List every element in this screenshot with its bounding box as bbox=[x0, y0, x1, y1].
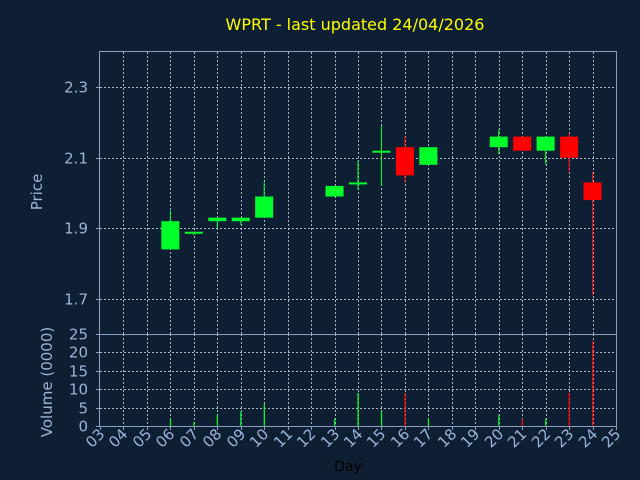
volume-bar bbox=[240, 411, 242, 426]
candle-body bbox=[325, 185, 344, 197]
volume-tick-label: 5 bbox=[78, 400, 88, 418]
volume-tick-label: 25 bbox=[69, 326, 88, 344]
candle-body bbox=[161, 221, 180, 250]
price-tick-label: 1.9 bbox=[64, 220, 88, 238]
price-y-ticks: 1.7 1.9 2.1 2.3 bbox=[64, 79, 100, 309]
candle-body bbox=[231, 217, 250, 222]
candle bbox=[560, 133, 579, 172]
volume-axis-label: Volume (0000) bbox=[38, 327, 56, 437]
volume-tick-label: 0 bbox=[78, 418, 88, 436]
candle bbox=[349, 161, 367, 190]
price-axis-label: Price bbox=[28, 174, 46, 211]
candles bbox=[161, 126, 602, 296]
volume-bar bbox=[427, 418, 430, 426]
volume-tick-label: 10 bbox=[69, 381, 88, 399]
volume-bar bbox=[545, 418, 547, 426]
price-tick-label: 2.1 bbox=[64, 150, 88, 168]
candle-body bbox=[419, 147, 438, 165]
price-panel: 1.7 1.9 2.1 2.3 Price bbox=[28, 51, 617, 335]
candle bbox=[513, 136, 532, 151]
candle-body bbox=[255, 196, 274, 218]
candle-body bbox=[513, 136, 532, 151]
candle-body bbox=[208, 217, 227, 222]
volume-bar bbox=[380, 411, 383, 426]
volume-bar bbox=[357, 392, 359, 426]
volume-bar bbox=[568, 392, 570, 426]
chart-title: WPRT - last updated 24/04/2026 bbox=[226, 15, 485, 34]
candle bbox=[583, 171, 602, 296]
candle-body bbox=[395, 147, 414, 176]
candle bbox=[231, 217, 250, 225]
candle-body bbox=[489, 136, 508, 148]
x-axis-label: Day bbox=[334, 459, 362, 475]
volume-bar bbox=[193, 422, 195, 426]
price-tick-label: 1.7 bbox=[64, 291, 88, 309]
candle bbox=[419, 147, 438, 165]
volume-bar bbox=[263, 403, 265, 426]
x-axis-ticks: 0304050607080910111213141516171819202122… bbox=[82, 425, 624, 451]
candle bbox=[184, 231, 203, 236]
candle-body bbox=[349, 182, 367, 185]
volume-bar bbox=[334, 418, 336, 426]
candle bbox=[325, 185, 344, 197]
volume-bars bbox=[169, 341, 594, 426]
volume-bar bbox=[404, 392, 406, 426]
candle-body bbox=[560, 136, 579, 158]
volume-bar bbox=[521, 418, 523, 426]
candle bbox=[536, 136, 555, 165]
candle bbox=[395, 136, 414, 183]
candle bbox=[161, 210, 180, 250]
candle-body bbox=[583, 182, 602, 201]
candle-body bbox=[372, 150, 391, 153]
volume-bar bbox=[592, 341, 594, 426]
volume-bar bbox=[216, 414, 218, 426]
candle-body bbox=[536, 136, 555, 151]
volume-tick-label: 15 bbox=[69, 363, 88, 381]
candle bbox=[372, 126, 391, 186]
candle bbox=[208, 217, 227, 229]
candle-body bbox=[184, 231, 203, 234]
candle bbox=[489, 129, 508, 155]
volume-bar bbox=[169, 418, 172, 426]
price-tick-label: 2.3 bbox=[64, 79, 88, 97]
candle bbox=[255, 182, 274, 218]
volume-bar bbox=[498, 414, 500, 426]
volume-tick-label: 20 bbox=[69, 344, 88, 362]
volume-grid bbox=[100, 334, 616, 426]
